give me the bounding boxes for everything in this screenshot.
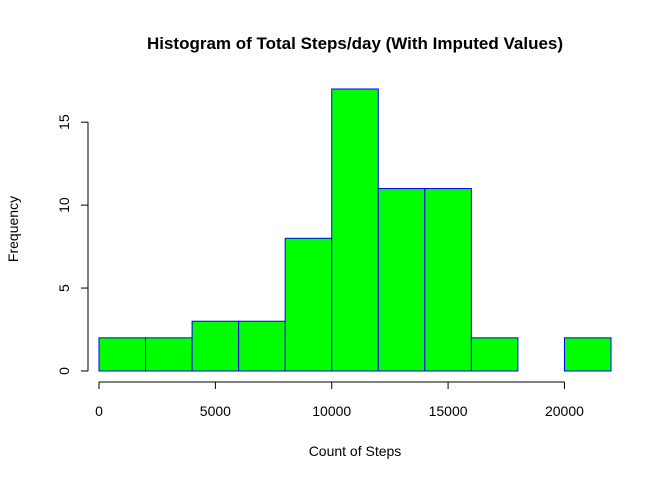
histogram-bar (377, 188, 426, 372)
chart-title: Histogram of Total Steps/day (With Imput… (147, 34, 563, 53)
histogram-bar (470, 337, 519, 372)
histogram-bar (238, 320, 286, 372)
y-tick-label: 5 (56, 284, 72, 292)
y-tick-label: 15 (56, 114, 72, 130)
histogram-bar (98, 337, 147, 372)
y-axis: 0 5 10 15 (56, 114, 89, 375)
x-tick-label: 5000 (200, 403, 231, 419)
x-axis-label: Count of Steps (309, 443, 402, 459)
x-tick-label: 0 (95, 403, 103, 419)
y-tick-label: 10 (56, 197, 72, 213)
bars-group (98, 88, 612, 372)
histogram-bar (331, 88, 379, 372)
histogram-bar (284, 237, 333, 372)
histogram-bar (424, 188, 472, 372)
x-tick-label: 15000 (429, 403, 468, 419)
histogram-bar (563, 337, 612, 372)
histogram-bar (191, 320, 240, 372)
histogram-bar (145, 337, 193, 372)
x-axis: 0 5000 10000 15000 20000 (95, 381, 584, 419)
y-axis-label: Frequency (5, 196, 21, 262)
x-tick-label: 10000 (312, 403, 351, 419)
x-tick-label: 20000 (545, 403, 584, 419)
y-tick-label: 0 (56, 367, 72, 375)
